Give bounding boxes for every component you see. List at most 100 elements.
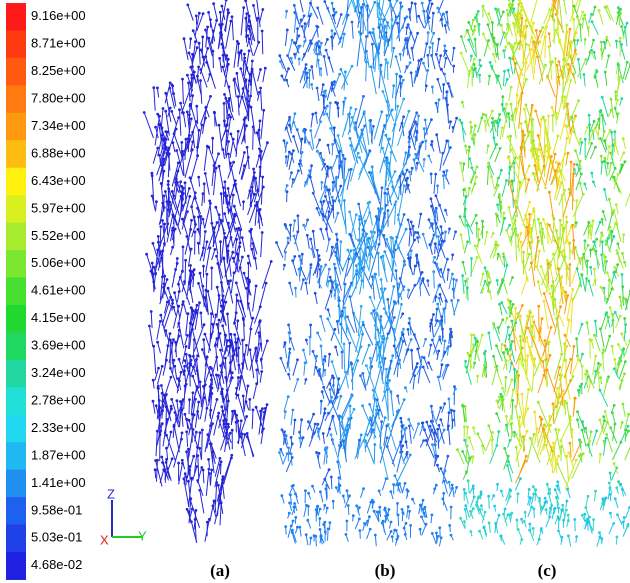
vector-head [242, 87, 245, 90]
vector-head [287, 373, 290, 376]
vector-head [300, 418, 303, 421]
vector-head [411, 167, 414, 170]
vector-head [613, 358, 616, 361]
vector-head [219, 332, 222, 335]
vector-head [152, 86, 155, 89]
vector-head [189, 66, 192, 69]
vector-head [380, 315, 383, 318]
vector-head [340, 416, 343, 419]
vector-head [294, 112, 297, 115]
vector [440, 205, 446, 222]
vector [220, 503, 221, 526]
vector-head [315, 355, 318, 358]
vector-head [451, 253, 454, 256]
vector [387, 194, 388, 206]
vector [189, 400, 190, 415]
vector-head [331, 29, 334, 32]
vector-head [450, 299, 453, 302]
vector [432, 13, 434, 32]
vector [497, 432, 499, 444]
vector-head [173, 359, 176, 362]
vector-head [373, 1, 376, 4]
vector-head [595, 430, 598, 433]
vector-head [400, 337, 403, 340]
vector-head [598, 9, 601, 12]
vector-head [431, 140, 434, 143]
vector-head [310, 65, 313, 68]
vector-head [499, 118, 502, 121]
vector-head [189, 104, 192, 107]
colorbar-swatch [6, 140, 26, 168]
vector-head [206, 521, 209, 524]
vector-head [386, 61, 389, 64]
vector [328, 529, 329, 541]
vector [502, 303, 508, 315]
vector-head [343, 306, 346, 309]
vector-head [266, 403, 269, 406]
vector [536, 111, 541, 127]
vector-head [303, 14, 306, 17]
vector-head [315, 451, 318, 454]
vector-head [291, 442, 294, 445]
vector-head [328, 210, 331, 213]
colorbar-label: 5.06e+00 [31, 255, 86, 270]
vector-head [623, 373, 626, 376]
vector [603, 212, 606, 222]
vector-head [584, 38, 587, 41]
vector [198, 243, 199, 254]
vector-head [309, 336, 312, 339]
vector [292, 486, 297, 497]
vector [156, 431, 157, 456]
colorbar: 9.16e+008.71e+008.25e+007.80e+007.34e+00… [6, 3, 86, 580]
vector [601, 162, 602, 175]
vector-head [393, 345, 396, 348]
vector-head [221, 324, 224, 327]
vector-head [324, 447, 327, 450]
vector-head [399, 293, 402, 296]
vector [443, 456, 448, 475]
vector-head [624, 160, 627, 163]
vector-head [455, 117, 458, 120]
vector-head [432, 270, 435, 273]
vector-head [314, 43, 317, 46]
vector [260, 10, 263, 23]
vector [286, 458, 292, 473]
vector-head [236, 420, 239, 423]
vector [562, 195, 563, 223]
vector-head [359, 374, 362, 377]
vector-head [355, 264, 358, 267]
vector-head [621, 252, 624, 255]
vector-head [339, 395, 342, 398]
vector-head [196, 46, 199, 49]
vector-head [236, 72, 239, 75]
vector [252, 69, 258, 95]
vector-head [491, 110, 494, 113]
vector-head [362, 324, 365, 327]
vector-head [406, 26, 409, 29]
vector-head [614, 497, 617, 500]
vector-head [206, 26, 209, 29]
vector-head [209, 366, 212, 369]
vector [151, 312, 152, 329]
vector-head [508, 206, 511, 209]
vector-head [532, 527, 535, 530]
vector-head [241, 339, 244, 342]
vector [490, 446, 497, 464]
vector-head [304, 181, 307, 184]
vector-head [237, 376, 240, 379]
vector-head [196, 479, 199, 482]
colorbar-swatch [6, 470, 26, 498]
vector [320, 413, 325, 430]
vector-head [446, 103, 449, 106]
vector-head [332, 14, 335, 17]
vector-head [436, 7, 439, 10]
vector-head [401, 444, 404, 447]
vector-head [159, 433, 162, 436]
vector-head [473, 334, 476, 337]
vector-head [599, 389, 602, 392]
vector [432, 55, 435, 69]
vector-head [152, 379, 155, 382]
vector-head [368, 237, 371, 240]
vector-head [281, 428, 284, 431]
vector-head [202, 12, 205, 15]
